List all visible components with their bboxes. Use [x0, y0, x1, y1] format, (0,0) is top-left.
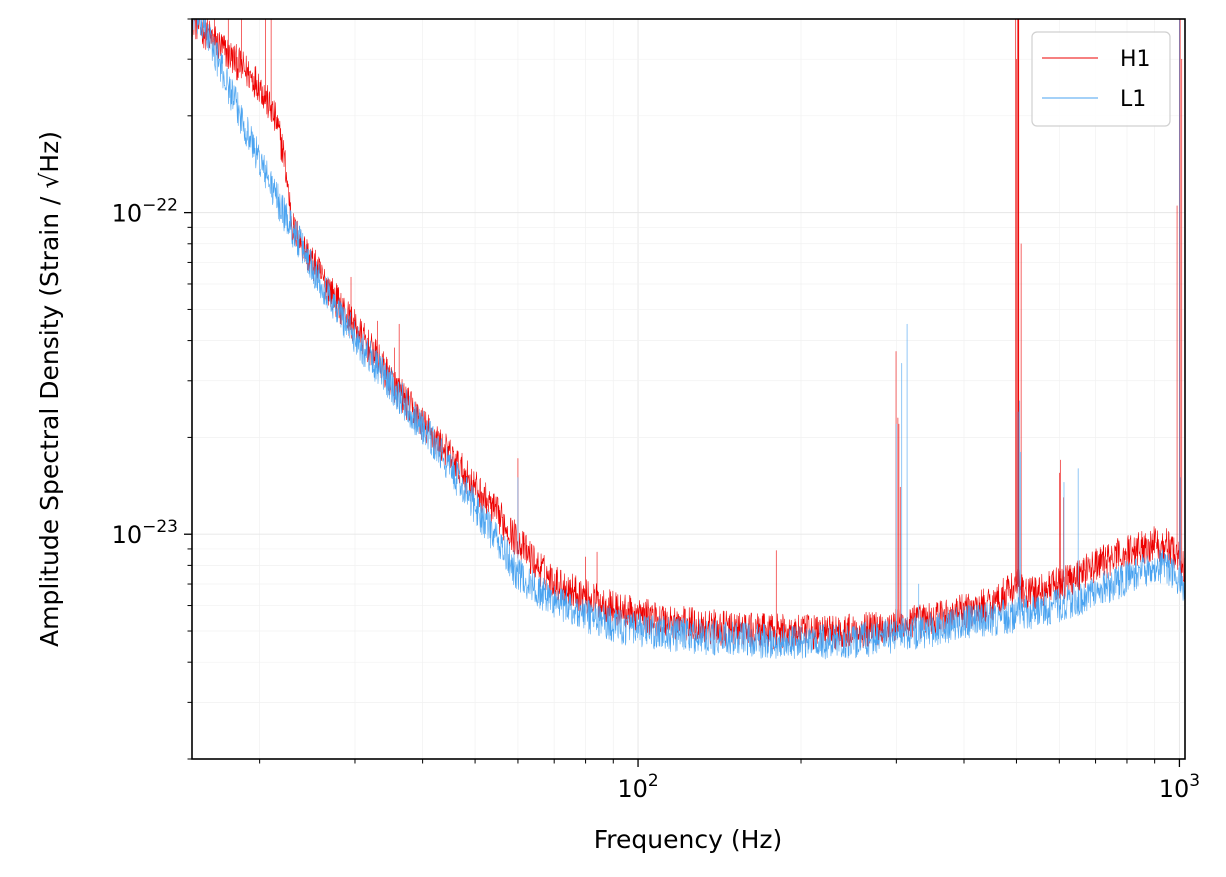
y-tick-label: 10−23 — [112, 517, 178, 549]
x-tick-label: 102 — [617, 771, 658, 803]
tick-layer: 102 103 10−23 10−22 — [112, 18, 1200, 803]
y-tick-label: 10−22 — [112, 196, 178, 228]
legend: H1 L1 — [1031, 31, 1171, 127]
x-axis-label: Frequency (Hz) — [594, 825, 783, 854]
plot-frame — [191, 18, 1186, 760]
legend-box — [1031, 31, 1171, 127]
series-line-l1 — [193, 19, 1185, 660]
legend-label-l1: L1 — [1120, 87, 1146, 112]
y-axis-label: Amplitude Spectral Density (Strain / √Hz… — [35, 131, 64, 647]
series-layer — [192, 19, 1185, 660]
series-line-h1 — [192, 19, 1185, 650]
x-tick-label: 103 — [1159, 771, 1200, 803]
legend-label-h1: H1 — [1120, 47, 1151, 72]
